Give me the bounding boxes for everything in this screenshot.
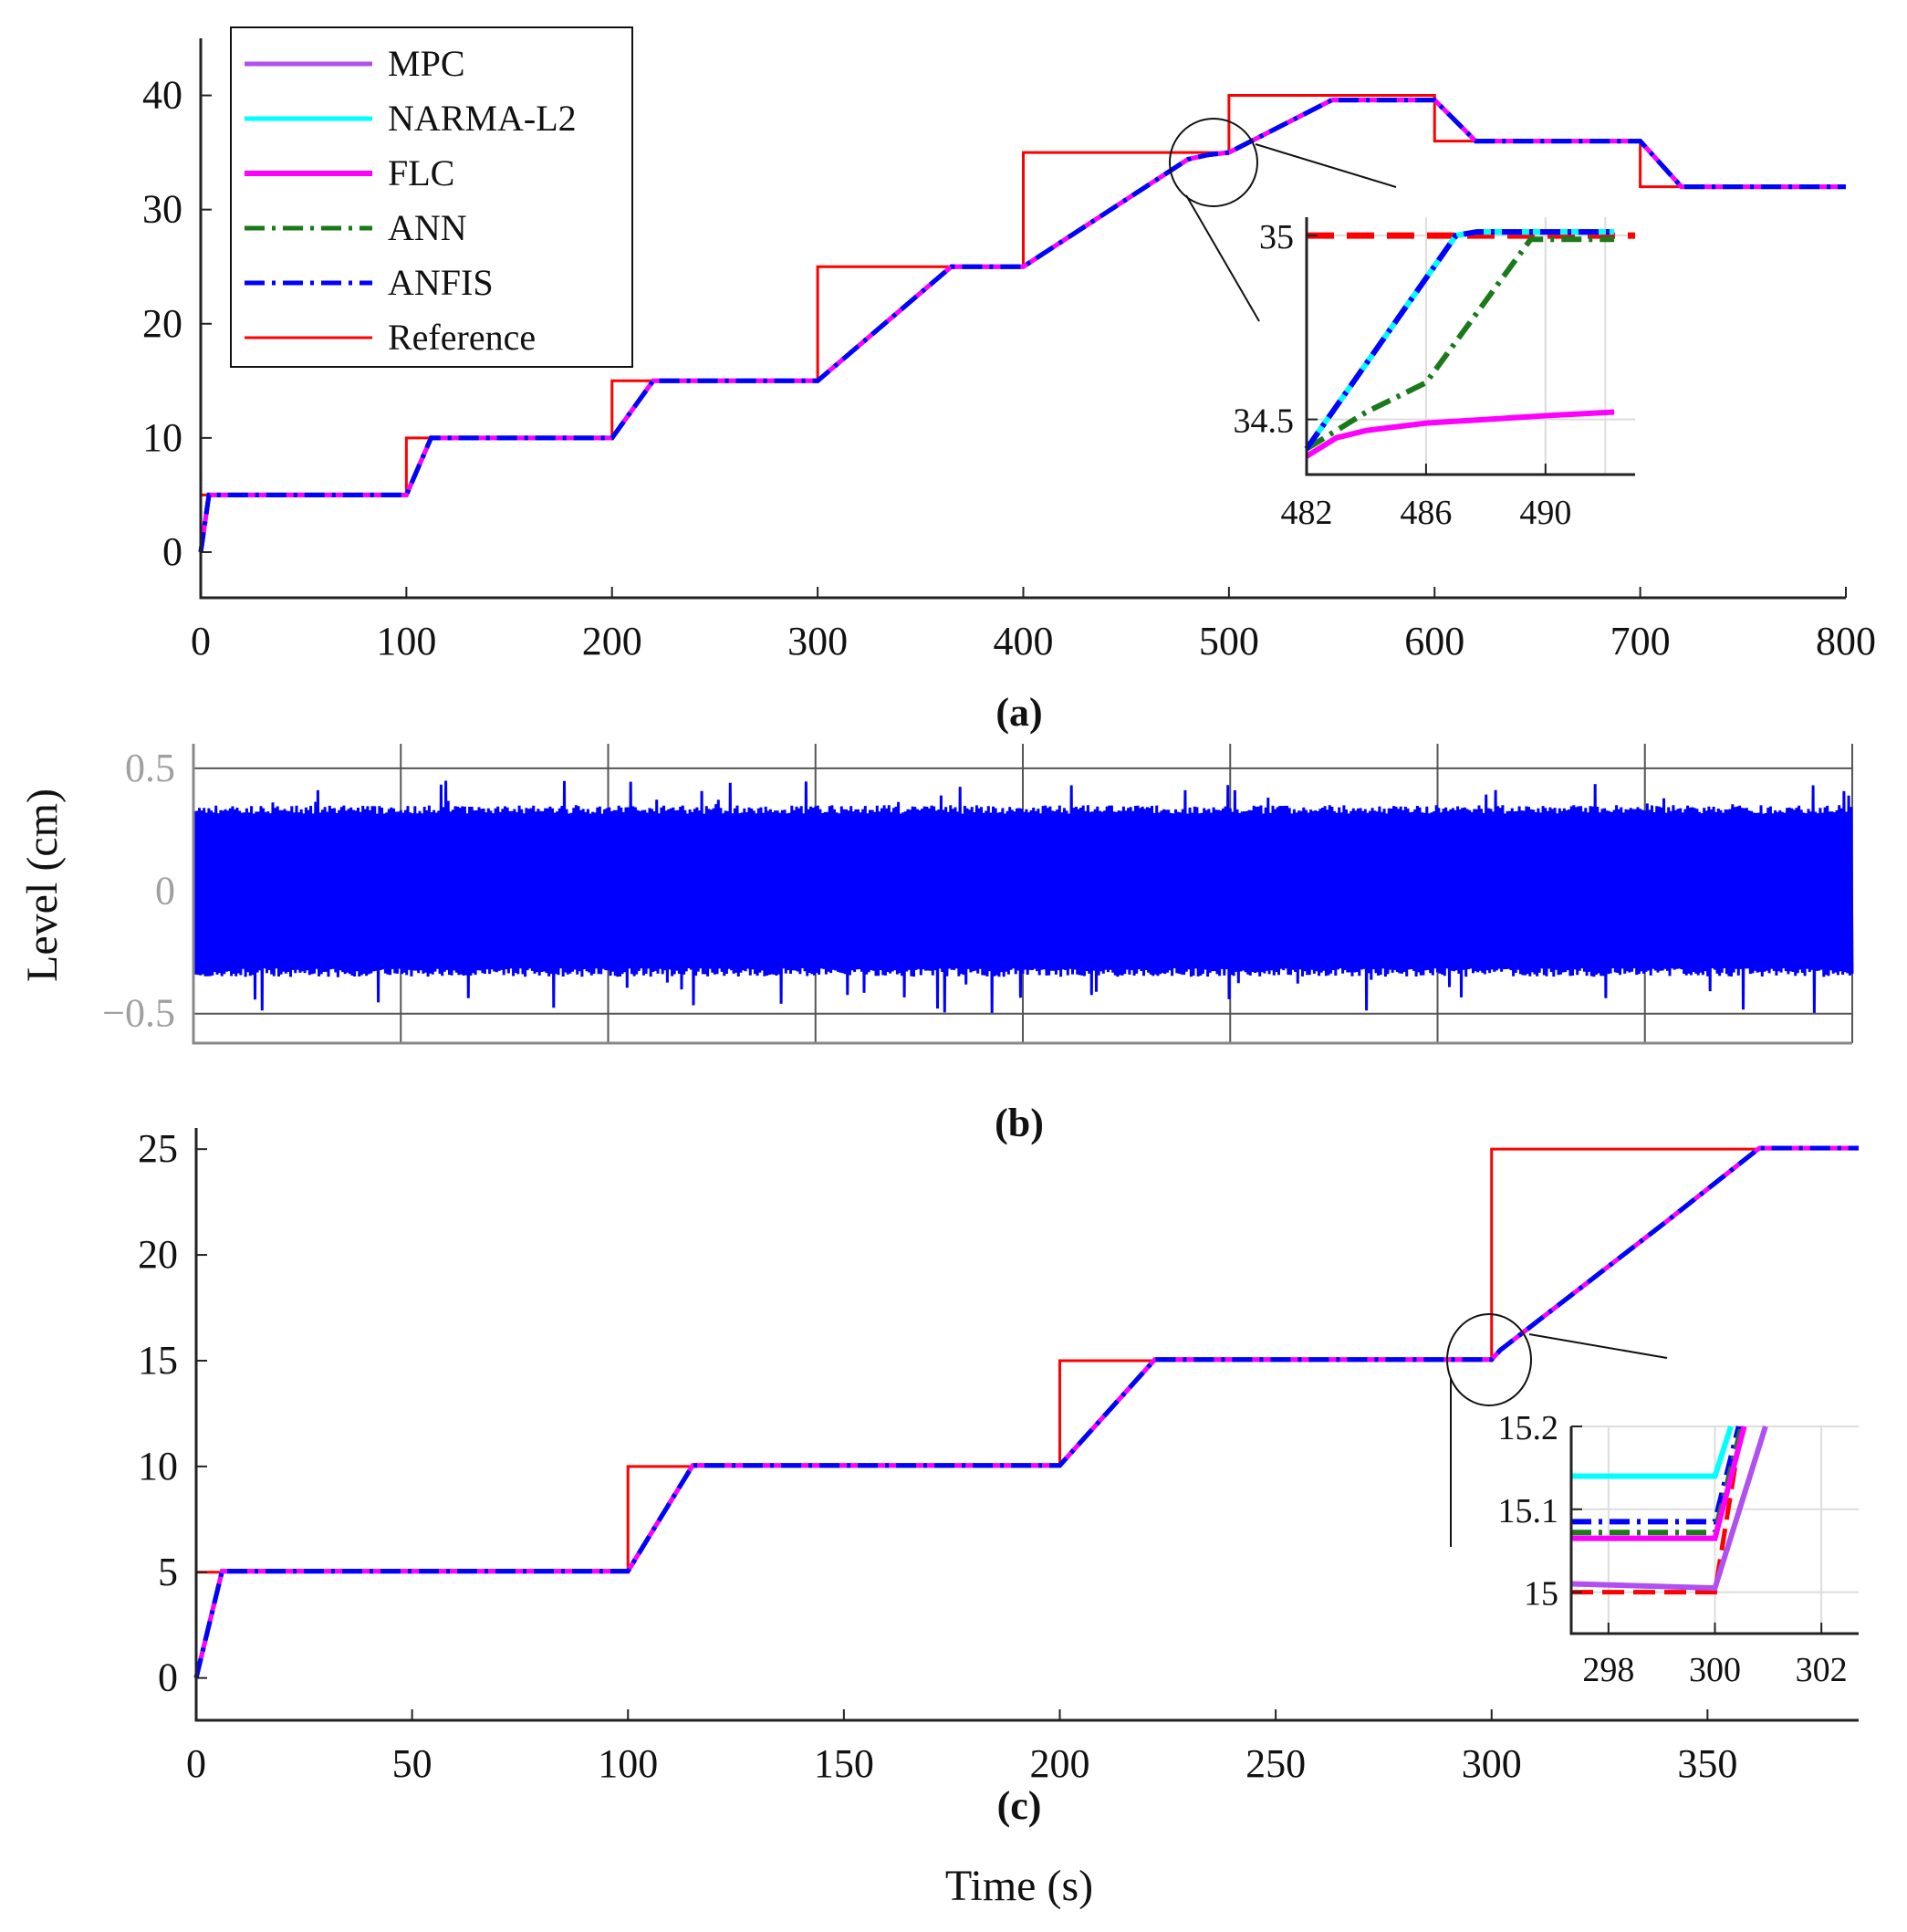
x-tick-label: 200 <box>1029 1741 1089 1786</box>
panel-c-inset: 298 300 302 15 15.1 15.2 <box>1498 1409 1859 1689</box>
x-tick-label: 490 <box>1519 494 1571 532</box>
inset-series-ann <box>1305 236 1615 452</box>
panel-c-caption: (c) <box>997 1783 1042 1828</box>
panel-b: 0.5 0 −0.5 (b) <box>102 744 1854 1145</box>
panel-a-inset-ticks: 482 486 490 34.5 35 <box>1234 218 1572 532</box>
panel-b-noise-signal <box>192 780 1854 1013</box>
legend-box <box>230 26 633 368</box>
inset-series-narma-l2 <box>1571 1426 1734 1479</box>
x-tick-label: 300 <box>1462 1741 1522 1786</box>
inset-series-mpc <box>1570 1426 1768 1592</box>
y-tick-label: 15 <box>138 1338 178 1383</box>
y-tick-label: −0.5 <box>102 991 175 1036</box>
panel-c-series <box>193 1145 1859 1679</box>
y-tick-label: 0 <box>162 529 182 574</box>
x-tick-label: 500 <box>1199 619 1259 663</box>
x-tick-label: 400 <box>994 619 1054 663</box>
x-tick-label: 302 <box>1796 1651 1848 1689</box>
panel-b-caption: (b) <box>995 1101 1044 1145</box>
x-tick-label: 250 <box>1245 1741 1306 1786</box>
panel-c-inset-series <box>1570 1426 1768 1595</box>
y-tick-label: 34.5 <box>1234 402 1295 441</box>
y-tick-label: 20 <box>138 1232 178 1277</box>
panel-a-series <box>198 94 1846 553</box>
y-tick-label: 10 <box>138 1444 178 1488</box>
panel-b-axes <box>192 744 1852 1045</box>
legend-items: MPC NARMA-L2 FLC ANN ANFIS Reference <box>245 43 577 358</box>
x-tick-label: 700 <box>1610 619 1671 663</box>
x-tick-label: 200 <box>582 619 642 663</box>
panel-c-ticks: 0 50 100 150 200 250 300 350 0 5 10 15 20 25 <box>138 1126 1737 1786</box>
legend-label-flc: FLC <box>388 152 454 193</box>
panel-c-zoom-connector-top <box>1528 1333 1668 1359</box>
y-tick-label: 40 <box>142 73 182 118</box>
x-tick-label: 800 <box>1816 619 1876 663</box>
x-tick-label: 298 <box>1582 1651 1634 1689</box>
panel-a-caption: (a) <box>995 690 1042 735</box>
inset-series-flc <box>1571 1426 1747 1541</box>
series-flc <box>193 1145 1859 1679</box>
inset-series-flc <box>1305 409 1615 459</box>
panel-a-inset-bg <box>1307 217 1635 475</box>
panel-c-inset-ticks: 298 300 302 15 15.1 15.2 <box>1498 1409 1848 1689</box>
x-axis-label: Time (s) <box>945 1862 1093 1910</box>
y-tick-label: 20 <box>142 301 182 346</box>
inset-reference-line <box>1571 1426 1745 1595</box>
y-tick-label: 25 <box>138 1126 178 1171</box>
reference-line <box>196 1147 1859 1574</box>
panel-a: 0 100 200 300 400 500 600 700 800 0 10 20 30 40 (a) M… <box>142 26 1876 735</box>
panel-a-ticks: 0 100 200 300 400 500 600 700 800 0 10 20 30 40 <box>142 73 1876 663</box>
y-tick-label: 10 <box>142 415 182 460</box>
y-tick-label: 5 <box>158 1550 178 1594</box>
panel-c-zoom-circle <box>1446 1313 1532 1406</box>
x-tick-label: 300 <box>787 619 848 663</box>
y-tick-label: 30 <box>142 187 182 232</box>
y-tick-label: 15.2 <box>1498 1409 1559 1447</box>
panel-a-zoom-connector-bottom <box>1185 194 1260 322</box>
panel-c-inset-axes <box>1569 1426 1859 1635</box>
x-tick-label: 486 <box>1400 494 1452 532</box>
panel-b-ticks: 0.5 0 −0.5 <box>102 746 175 1036</box>
legend-label-narma-l2: NARMA-L2 <box>388 98 577 139</box>
panel-a-zoom-connector-top <box>1255 143 1397 188</box>
legend-label-reference: Reference <box>388 317 536 358</box>
x-tick-label: 482 <box>1281 494 1333 532</box>
legend-label-ann: ANN <box>388 207 467 248</box>
x-tick-label: 0 <box>191 619 211 663</box>
panel-a-zoom-circle <box>1169 118 1258 207</box>
legend-label-anfis: ANFIS <box>388 262 494 303</box>
x-tick-label: 100 <box>376 619 436 663</box>
x-tick-label: 50 <box>392 1741 432 1786</box>
x-tick-label: 300 <box>1689 1651 1741 1689</box>
panel-a-inset-series <box>1304 229 1635 459</box>
x-tick-label: 100 <box>598 1741 658 1786</box>
y-axis-label: Level (cm) <box>18 788 67 982</box>
y-tick-label: 0.5 <box>125 746 175 790</box>
y-tick-label: 15 <box>1524 1575 1558 1613</box>
legend: MPC NARMA-L2 FLC ANN ANFIS Reference <box>230 26 633 368</box>
series-anfis <box>198 98 1846 553</box>
inset-series-anfis <box>1304 229 1615 451</box>
x-tick-label: 0 <box>186 1741 206 1786</box>
panel-c: 0 50 100 150 200 250 300 350 0 5 10 15 20 25 (c) 298 3… <box>138 1126 1859 1828</box>
y-tick-label: 15.1 <box>1498 1492 1559 1530</box>
x-tick-label: 600 <box>1404 619 1464 663</box>
x-tick-label: 350 <box>1677 1741 1737 1786</box>
y-tick-label: 0 <box>158 1655 178 1700</box>
y-tick-label: 0 <box>155 868 175 913</box>
x-tick-label: 150 <box>814 1741 874 1786</box>
panel-a-inset: 482 486 490 34.5 35 <box>1234 217 1635 532</box>
legend-label-mpc: MPC <box>388 43 465 84</box>
y-tick-label: 35 <box>1259 218 1294 256</box>
